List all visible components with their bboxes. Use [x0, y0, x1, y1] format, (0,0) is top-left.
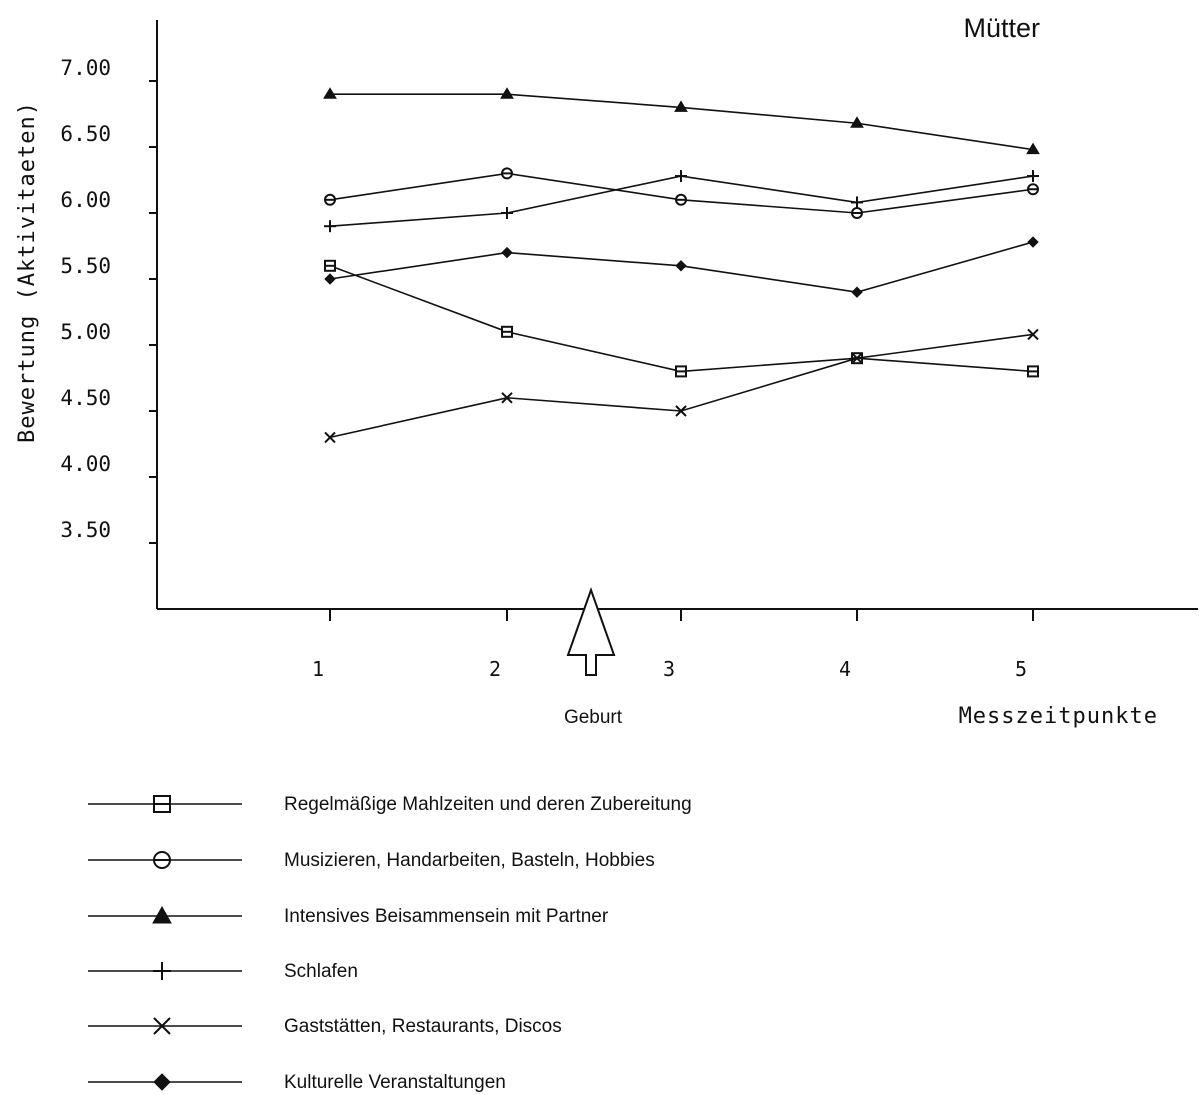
y-tick-label: 4.50 [60, 386, 111, 410]
y-tick-label: 6.00 [60, 188, 111, 212]
y-tick-label: 4.00 [60, 452, 111, 476]
data-point-diamond [501, 246, 513, 259]
y-tick-label: 6.50 [60, 122, 111, 146]
data-point-triangle [500, 87, 514, 99]
legend-label: Intensives Beisammensein mit Partner [284, 906, 609, 927]
legend-marker-cross-b [153, 1017, 171, 1035]
series-line [329, 265, 1034, 373]
axes [149, 20, 1198, 621]
data-point-triangle [323, 87, 337, 99]
legend-item: Musizieren, Handarbeiten, Basteln, Hobbi… [88, 850, 655, 871]
legend-label: Schlafen [284, 961, 358, 982]
series-3 [323, 87, 1040, 155]
data-point-cross-b [851, 352, 863, 364]
series-line [329, 333, 1034, 439]
series-5 [324, 328, 1039, 444]
legend-label: Kulturelle Veranstaltungen [284, 1072, 506, 1093]
legend-item: Kulturelle Veranstaltungen [88, 1072, 506, 1093]
birth-label: Geburt [564, 707, 623, 728]
birth-annotation: Geburt [564, 587, 623, 728]
data-point-diamond [1027, 236, 1039, 248]
data-point-diamond [851, 286, 863, 298]
y-tick-labels: 7.00 6.50 6.00 5.50 5.00 4.50 4.00 3.50 [60, 56, 111, 542]
x-axis-title: Messzeitpunkte [959, 704, 1158, 729]
x-tick-label: 5 [1015, 657, 1027, 681]
birth-arrow [566, 587, 616, 676]
series-4 [324, 170, 1039, 233]
series-1 [324, 259, 1039, 378]
series-2 [324, 167, 1039, 219]
y-tick-label: 3.50 [60, 518, 111, 542]
data-point-cross-b [675, 405, 687, 417]
data-point-diamond [324, 273, 336, 285]
x-tick-label: 1 [312, 657, 324, 681]
legend-marker-diamond [153, 1073, 171, 1091]
x-tick-labels: 1 2 3 4 5 [312, 657, 1027, 681]
y-tick-label: 5.50 [60, 254, 111, 278]
legend-item: Intensives Beisammensein mit Partner [88, 905, 609, 927]
data-point-cross-b [324, 431, 336, 444]
series-group [323, 87, 1040, 444]
legend: Regelmäßige Mahlzeiten und deren Zuberei… [88, 794, 692, 1093]
legend-label: Regelmäßige Mahlzeiten und deren Zuberei… [284, 794, 692, 815]
y-axis-title: Bewertung (Aktivitaeten) [15, 101, 40, 443]
y-tick-label: 7.00 [60, 56, 111, 80]
series-6 [324, 236, 1039, 298]
data-point-diamond [675, 260, 687, 272]
data-point-triangle [850, 116, 864, 128]
x-tick-label: 2 [489, 657, 501, 681]
chart-title: Mütter [963, 13, 1040, 43]
legend-item: Schlafen [88, 961, 358, 982]
data-point-cross-b [501, 392, 513, 404]
y-tick-label: 5.00 [60, 320, 111, 344]
x-tick-label: 3 [663, 657, 675, 681]
legend-item: Gaststätten, Restaurants, Discos [88, 1016, 562, 1037]
data-point-triangle [674, 100, 688, 112]
x-tick-label: 4 [839, 657, 851, 681]
legend-label: Musizieren, Handarbeiten, Basteln, Hobbi… [284, 850, 655, 871]
data-point-cross-b [1027, 328, 1039, 341]
legend-item: Regelmäßige Mahlzeiten und deren Zuberei… [88, 794, 692, 815]
legend-label: Gaststätten, Restaurants, Discos [284, 1016, 562, 1037]
legend-marker-triangle [152, 905, 172, 924]
data-point-triangle [1026, 142, 1040, 155]
